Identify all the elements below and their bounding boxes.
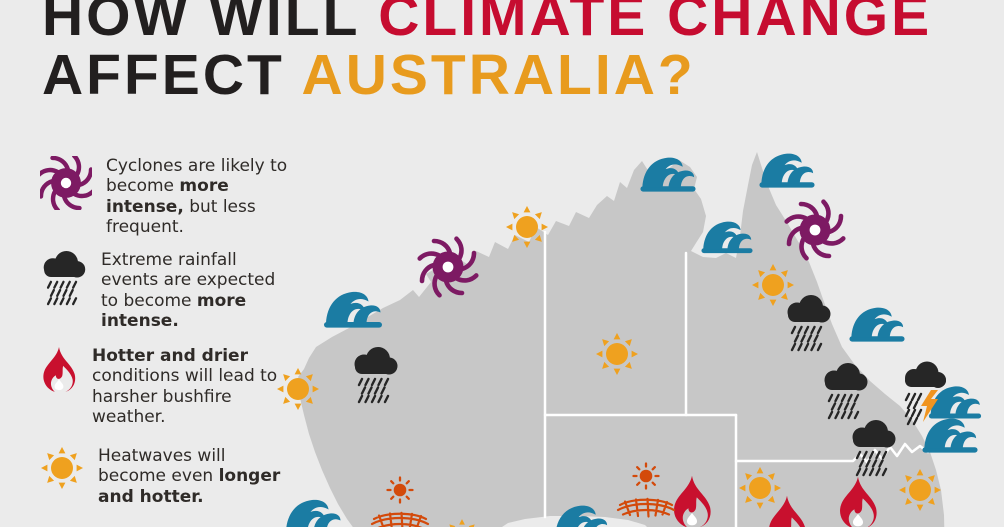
page-title: HOW WILL CLIMATE CHANGE AFFECT AUSTRALIA…: [42, 0, 932, 105]
legend-item-text: Cyclones are likely to become more inten…: [106, 156, 288, 238]
fire-icon: [43, 347, 76, 392]
sun-icon: [41, 447, 83, 489]
title-line-2: AFFECT AUSTRALIA?: [42, 43, 696, 107]
legend-item-heatwaves: Heatwaves will become even longer and ho…: [40, 446, 294, 507]
map-sun-icon: [752, 264, 794, 306]
map-sun-icon: [899, 469, 941, 511]
legend-item-rainfall: Extreme rainfall events are expected to …: [40, 250, 297, 332]
map-wave-icon: [922, 418, 978, 453]
map-sun-icon: [506, 206, 548, 248]
map-wave-icon: [324, 291, 382, 328]
map-sun-icon: [596, 333, 638, 375]
map-wave-icon: [759, 153, 815, 188]
legend-item-text: Heatwaves will become even longer and ho…: [98, 446, 281, 507]
legend-item-text: Hotter and drier conditions will lead to…: [92, 346, 278, 428]
cyclone-icon: [40, 156, 92, 210]
title-line-1: HOW WILL CLIMATE CHANGE: [42, 0, 933, 48]
raincloud-icon: [42, 250, 87, 306]
legend-item-bushfire: Hotter and drier conditions will lead to…: [40, 346, 288, 428]
legend-item-cyclones: Cyclones are likely to become more inten…: [40, 156, 302, 238]
australia-landmass: [296, 152, 945, 527]
map-sun-icon: [739, 467, 781, 509]
map-wave-icon: [640, 157, 696, 192]
legend-item-text: Extreme rainfall events are expected to …: [101, 250, 276, 332]
map-wave-icon: [849, 307, 905, 342]
